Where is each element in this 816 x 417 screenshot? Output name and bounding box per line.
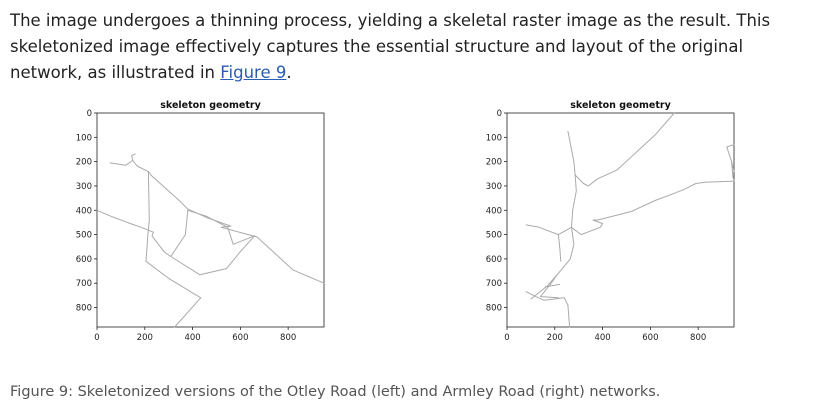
skeleton-line (525, 291, 569, 306)
x-tick-label: 600 (642, 333, 658, 343)
skeleton-line (574, 112, 675, 187)
plot-frame (506, 112, 735, 328)
skeleton-line (567, 130, 576, 176)
x-tick-label: 800 (280, 333, 296, 343)
skeleton-line (206, 215, 256, 245)
skeleton-line (540, 274, 558, 298)
x-tick-label: 200 (137, 333, 153, 343)
y-tick-label: 800 (486, 304, 502, 314)
x-tick-label: 0 (504, 333, 509, 343)
skeleton-line (96, 209, 154, 233)
skeleton-line (567, 304, 571, 328)
y-tick-label: 300 (486, 182, 502, 192)
y-tick-label: 600 (486, 255, 502, 265)
y-tick-label: 500 (76, 231, 92, 241)
skeleton-line (557, 234, 562, 262)
body-paragraph: The image undergoes a thinning process, … (10, 8, 806, 86)
skeleton-line (170, 235, 256, 276)
skeleton-plot-left: skeleton geometry 0 100 200 300 400 500 600 700 8… (76, 100, 325, 343)
y-tick-label: 400 (76, 206, 92, 216)
paragraph-text: The image undergoes a thinning process, … (10, 11, 771, 82)
y-tick-label: 100 (486, 133, 502, 143)
x-tick-label: 800 (690, 333, 706, 343)
y-tick-label: 200 (486, 158, 502, 168)
skeleton-line (731, 161, 735, 182)
skeleton-line (145, 170, 202, 299)
y-tick-label: 0 (87, 109, 92, 119)
skeleton-line (530, 226, 575, 300)
y-tick-label: 700 (76, 279, 92, 289)
skeleton-line (170, 209, 208, 257)
skeleton-plot-right: skeleton geometry 0 100 200 300 400 500 600 700 8… (486, 100, 735, 343)
y-tick-label: 700 (486, 279, 502, 289)
plot-title: skeleton geometry (570, 100, 671, 111)
skeleton-line (726, 144, 735, 148)
skeleton-line (131, 153, 136, 161)
y-tick-label: 200 (76, 158, 92, 168)
y-tick-label: 500 (486, 231, 502, 241)
x-tick-label: 400 (594, 333, 610, 343)
skeleton-line (571, 174, 577, 228)
skeleton-line (109, 159, 149, 172)
skeleton-line (151, 231, 172, 257)
paragraph-end: . (286, 63, 292, 82)
y-tick-label: 600 (76, 255, 92, 265)
skeleton-line (174, 297, 202, 328)
y-tick-label: 100 (76, 133, 92, 143)
plot-frame (96, 112, 325, 328)
x-tick-label: 400 (184, 333, 200, 343)
y-tick-label: 0 (497, 109, 502, 119)
skeleton-line (525, 224, 572, 236)
figure-9-link[interactable]: Figure 9 (220, 63, 287, 82)
skeleton-line (544, 283, 561, 288)
skeleton-line (726, 146, 735, 172)
x-tick-label: 200 (547, 333, 563, 343)
y-tick-label: 800 (76, 304, 92, 314)
skeleton-line (571, 180, 735, 236)
skeleton-line (147, 170, 325, 284)
plot-title: skeleton geometry (160, 100, 261, 111)
x-tick-label: 600 (232, 333, 248, 343)
figure-left-otley-road: skeleton geometry 0 100 200 300 400 500 600 700 8… (60, 96, 360, 356)
x-tick-label: 0 (94, 333, 99, 343)
figure-caption: Figure 9: Skeletonized versions of the O… (10, 384, 661, 400)
figure-right-armley-road: skeleton geometry 0 100 200 300 400 500 600 700 8… (470, 96, 770, 356)
skeleton-line (540, 296, 559, 299)
y-tick-label: 400 (486, 206, 502, 216)
y-tick-label: 300 (76, 182, 92, 192)
